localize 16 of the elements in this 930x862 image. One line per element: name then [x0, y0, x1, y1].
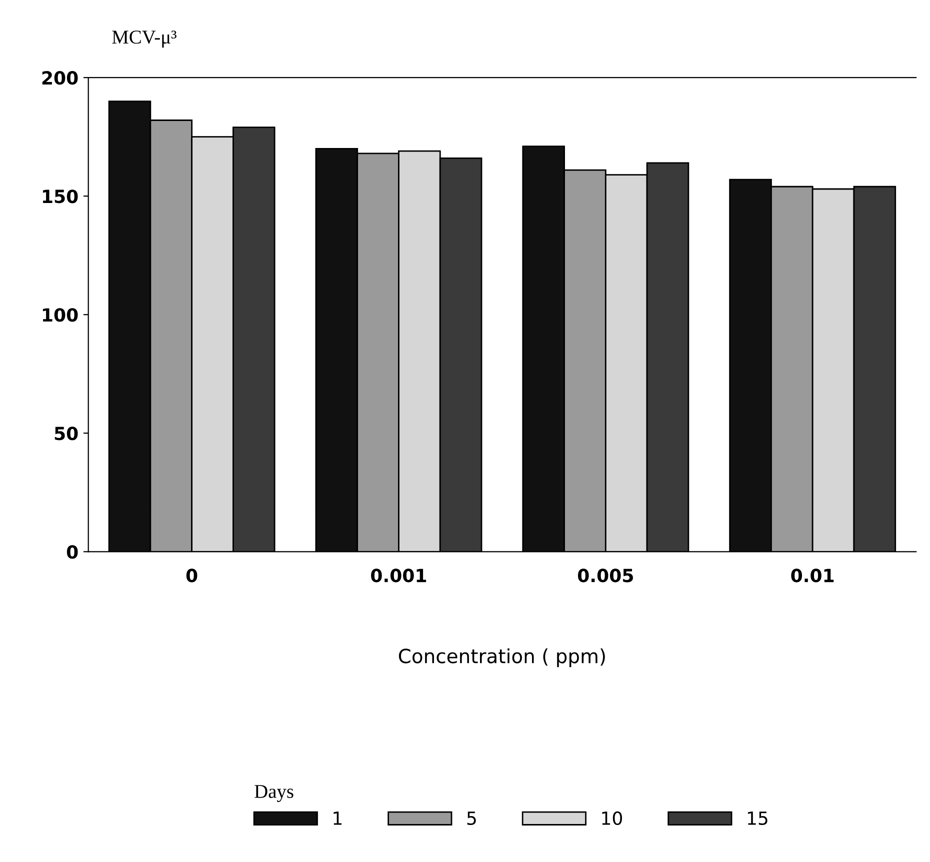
- y-axis-title: MCV-μ³: [112, 30, 176, 48]
- x-axis-title: Concentration ( ppm): [398, 648, 605, 668]
- y-tick-label: 150: [42, 190, 78, 204]
- x-tick-label: 0.01: [791, 568, 834, 582]
- legend-title: Days: [254, 785, 294, 802]
- legend-label: 5: [467, 812, 476, 826]
- y-tick-label: 200: [42, 71, 78, 85]
- x-tick-label: 0: [186, 568, 198, 582]
- y-tick-label: 0: [66, 545, 78, 559]
- x-tick-label: 0.001: [371, 568, 426, 582]
- x-tick-label: 0.005: [578, 568, 633, 582]
- y-tick-label: 100: [42, 308, 78, 322]
- legend-label: 15: [748, 812, 768, 826]
- legend-label: 10: [602, 811, 622, 826]
- legend-label: 1: [334, 812, 342, 825]
- y-tick-label: 50: [54, 426, 78, 440]
